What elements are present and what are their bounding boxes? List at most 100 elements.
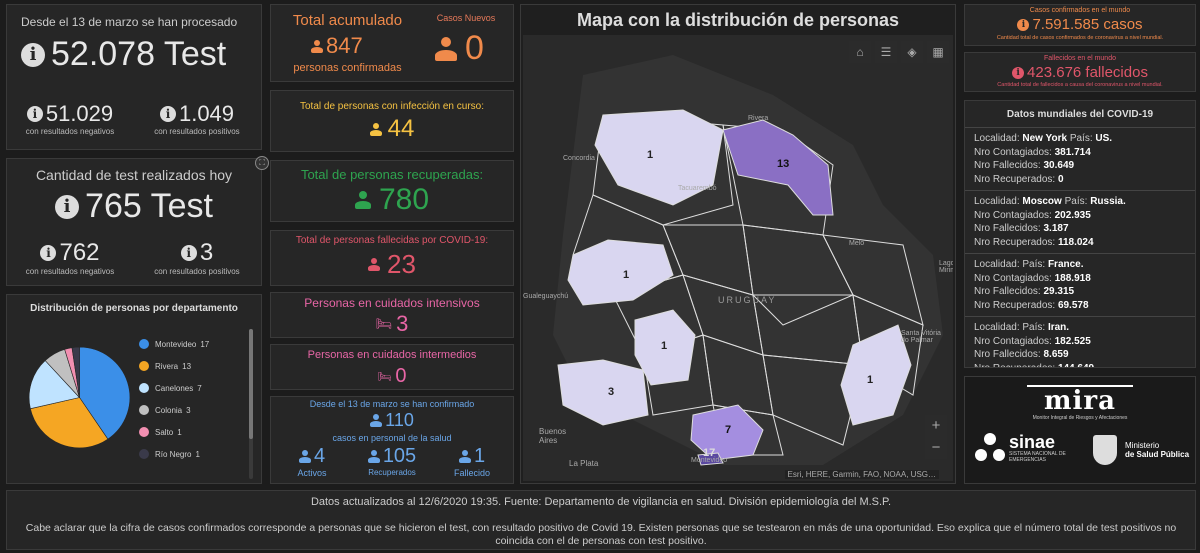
region-label-4: 1	[661, 340, 668, 352]
legend-item[interactable]: Montevideo 17	[139, 333, 249, 355]
rec-value: 69.578	[1057, 299, 1089, 311]
region-artigas-salto	[594, 109, 724, 206]
icu-value-row: 🛏 3	[271, 311, 513, 337]
qr-icon[interactable]: ▦	[927, 41, 949, 63]
msp-shield-icon	[1093, 435, 1117, 465]
today-title: Cantidad de test realizados hoy	[35, 167, 233, 183]
loc-label: Localidad:	[974, 196, 1020, 207]
country-label: País:	[1064, 196, 1088, 207]
dead-label: Nro Fallecidos:	[974, 160, 1041, 171]
region-label-2: 13	[777, 158, 790, 170]
legend-item[interactable]: Rivera 13	[139, 355, 249, 377]
zoom-out-button[interactable]: −	[925, 437, 947, 459]
city: Moscow	[1022, 196, 1062, 207]
map-canvas[interactable]: 1 13 1 1 3 7 17 1 Rivera Concordia Tacua…	[523, 35, 953, 481]
legend-value: 1	[195, 449, 200, 459]
legend-item[interactable]: Salto 1	[139, 421, 249, 443]
expand-icon[interactable]: ⛶	[255, 156, 269, 170]
world-data-item: Localidad: País: France. Nro Contagiados:…	[965, 254, 1195, 317]
icu-title: Personas en cuidados intensivos	[304, 296, 480, 310]
health-staff-active-label: Activos	[297, 468, 327, 478]
logos-panel: mira Monitor Integral de Riesgos y Afect…	[964, 376, 1196, 484]
world-confirmed-row: i 7.591.585 casos	[965, 16, 1195, 33]
sinae-logo-subtitle: SISTEMA NACIONAL DE EMERGENCIAS	[1009, 451, 1066, 463]
pie-slice-2[interactable]	[28, 360, 81, 410]
tests-panel: Desde el 13 de marzo se han procesado i …	[6, 4, 262, 150]
active-value-row: 44	[271, 115, 513, 143]
health-staff-deceased-label: Fallecido	[453, 468, 491, 478]
health-staff-deceased: 1 Fallecido	[437, 445, 507, 478]
info-icon: i	[55, 194, 80, 219]
rec-label: Nro Recuperados:	[974, 362, 1056, 368]
info-icon: i	[26, 106, 43, 122]
active-panel: Total de personas con infección en curso…	[270, 90, 514, 152]
legend-swatch	[139, 405, 149, 415]
dead-value: 8.659	[1043, 349, 1069, 360]
tests-negatives-value: 51.029	[45, 101, 114, 126]
today-negatives: i 762 con resultados negativos	[15, 239, 125, 276]
region-canelones	[690, 404, 764, 461]
intermediate-value-row: 🛏 0	[271, 365, 513, 388]
today-positives-value: 3	[199, 239, 214, 266]
footer-panel: Datos actualizados al 12/6/2020 19:35. F…	[6, 490, 1196, 550]
layers-icon[interactable]: ◈	[901, 41, 923, 63]
legend-scrollbar[interactable]	[249, 329, 253, 479]
uruguay-map[interactable]	[523, 35, 953, 481]
dead-label: Nro Fallecidos:	[974, 349, 1041, 360]
legend-value: 13	[182, 361, 192, 371]
legend-swatch	[139, 383, 149, 393]
dead-label: Nro Fallecidos:	[974, 286, 1041, 297]
region-label-3: 1	[623, 269, 630, 281]
today-total: 765 Test	[85, 187, 213, 225]
health-staff-recovered-value: 105	[382, 445, 417, 467]
country-label: País:	[1022, 322, 1046, 333]
map-title: Mapa con la distribución de personas	[576, 10, 900, 30]
active-title: Total de personas con infección en curso…	[300, 101, 484, 112]
health-staff-deceased-value: 1	[473, 445, 486, 467]
rec-value: 118.024	[1057, 236, 1094, 248]
world-deaths-value: 423.676 fallecidos	[1027, 64, 1148, 81]
region-rio-negro	[567, 239, 674, 306]
sinae-logo-text: sinae	[1009, 432, 1056, 452]
pie-slice-5[interactable]	[71, 346, 80, 398]
health-staff-title: Desde el 13 de marzo se han confirmado	[309, 399, 475, 409]
list-icon[interactable]: ☰	[875, 41, 897, 63]
tests-total: 52.078 Test	[51, 35, 227, 73]
region-rocha	[840, 324, 912, 426]
rec-label: Nro Recuperados:	[974, 299, 1056, 311]
recovered-title: Total de personas recuperadas:	[300, 167, 484, 182]
deceased-value-row: 23	[271, 249, 513, 280]
city: New York	[1022, 133, 1068, 144]
tests-since-label: Desde el 13 de marzo se han procesado	[21, 15, 238, 29]
pie-slice-0[interactable]	[79, 346, 131, 440]
person-icon	[370, 123, 382, 136]
pie-slice-1[interactable]	[29, 397, 109, 449]
health-staff-active: 4 Activos	[277, 445, 347, 478]
intermediate-value: 0	[395, 365, 407, 387]
legend-item[interactable]: Canelones 7	[139, 377, 249, 399]
map-panel: Mapa con la distribución de personas	[520, 4, 956, 484]
place-melo: Melo	[849, 240, 865, 247]
dead-value: 30.649	[1043, 160, 1075, 171]
country: France.	[1047, 259, 1084, 270]
deceased-value: 23	[387, 249, 416, 279]
distribution-panel: Distribución de personas por departament…	[6, 294, 262, 484]
scrollbar-thumb[interactable]	[249, 329, 253, 439]
mira-logo: mira Monitor Integral de Riesgos y Afect…	[1027, 385, 1133, 421]
person-icon	[370, 414, 382, 427]
legend-item[interactable]: Colonia 3	[139, 399, 249, 421]
zoom-in-button[interactable]: +	[925, 415, 947, 437]
home-icon[interactable]: ⌂	[849, 41, 871, 63]
accumulated-label: personas confirmadas	[293, 62, 402, 74]
msp-logo: Ministerio de Salud Pública	[1125, 441, 1189, 459]
conf-value: 381.714	[1054, 146, 1091, 158]
rec-value: 144.649	[1057, 362, 1095, 368]
loc-label: Localidad:	[974, 322, 1020, 333]
region-label-1: 1	[647, 149, 654, 161]
country-label: País:	[1022, 259, 1046, 270]
world-data-list[interactable]: Localidad: New York País: US. Nro Contagi…	[965, 128, 1195, 368]
world-confirmed-value: 7.591.585 casos	[1032, 16, 1143, 33]
intermediate-title: Personas en cuidados intermedios	[307, 349, 477, 361]
legend-item[interactable]: Río Negro 1	[139, 443, 249, 465]
accumulated-panel: Total acumulado 847 personas confirmadas…	[270, 4, 514, 82]
